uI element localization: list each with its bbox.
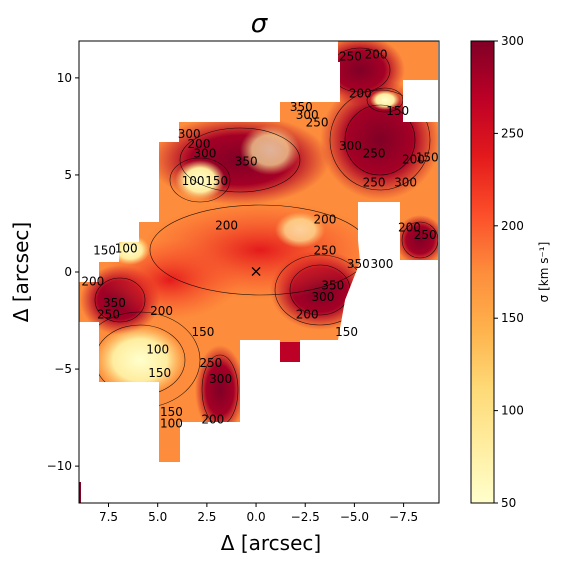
cool-region	[240, 125, 300, 175]
contour-label: 100	[146, 343, 169, 357]
x-tick-label: 5.0	[148, 510, 167, 524]
contour-label: 200	[365, 48, 388, 62]
contour-labels: 250 2003503002502001503002003003501501003…	[81, 48, 438, 431]
contour-label: 300	[339, 139, 362, 153]
y-axis-label: Δ [arcsec]	[9, 222, 33, 322]
contour-label: 350	[290, 100, 313, 114]
contour-label: 300	[193, 147, 216, 161]
contour-label: 300	[370, 257, 393, 271]
contour-label: 150	[335, 325, 358, 339]
contour-label: 200	[150, 304, 173, 318]
contour-label: 300	[209, 372, 232, 386]
y-tick-label: 5	[64, 168, 72, 182]
y-tick-label: 10	[57, 71, 72, 85]
contour-label: 200	[349, 86, 372, 100]
y-tick-label: −10	[47, 459, 72, 473]
contour-label: 250	[363, 147, 386, 161]
contour-label: 350	[347, 257, 370, 271]
colorbar-tick-label: 50	[501, 496, 516, 510]
contour-label: 350	[103, 296, 126, 310]
x-tick-label: −2.5	[291, 510, 320, 524]
contour-label: 100	[182, 174, 205, 188]
data-patch	[79, 482, 81, 503]
contour-label: 200	[215, 218, 238, 232]
contour-label: 300	[311, 290, 334, 304]
contour-label: 150	[191, 325, 214, 339]
y-tick-label: −5	[54, 362, 72, 376]
contour-label: 200	[402, 152, 425, 166]
contour-label: 200	[313, 213, 336, 227]
contour-label: 250	[199, 356, 222, 370]
center-marker: ×	[249, 262, 262, 281]
data-patch	[280, 342, 300, 362]
contour-label: 100	[115, 242, 138, 256]
cool-region	[95, 325, 185, 395]
contour-label: 100	[160, 416, 183, 430]
hot-region	[395, 215, 438, 265]
x-tick-label: 2.5	[197, 510, 216, 524]
x-tick-label: 0.0	[247, 510, 266, 524]
cool-region	[275, 212, 325, 248]
hot-region	[195, 345, 245, 435]
contour-label: 150	[148, 366, 171, 380]
colorbar-label: σ [km s⁻¹]	[537, 242, 551, 303]
x-tick-label: −7.5	[389, 510, 418, 524]
contour-label: 300	[394, 176, 417, 190]
x-axis-ticks: 7.5 5.0 2.5 0.0 −2.5 −5.0 −7.5	[99, 503, 418, 524]
contour-label: 300	[296, 108, 319, 122]
chart-title: σ	[251, 9, 269, 39]
contour-label: 200	[81, 275, 104, 289]
colorbar	[470, 40, 495, 504]
colorbar-tick-label: 250	[501, 126, 524, 140]
colorbar-tick-label: 300	[501, 34, 524, 48]
contour-label: 150	[205, 174, 228, 188]
contour-label: 300	[178, 127, 201, 141]
cool-region	[175, 160, 225, 200]
contour-label: 200	[188, 137, 211, 151]
contour-label: 250	[97, 308, 120, 322]
colorbar-ticks: 50 100 150 200 250 300	[494, 34, 524, 510]
contour-label: 350	[321, 279, 344, 293]
contour-label: 250	[339, 50, 362, 64]
contour-label: 150	[416, 150, 439, 164]
x-tick-label: −5.0	[340, 510, 369, 524]
cool-region	[110, 235, 150, 265]
colorbar-tick-label: 100	[501, 404, 524, 418]
y-tick-label: 0	[64, 265, 72, 279]
contour-label: 150	[386, 104, 409, 118]
contour-label: 250	[306, 116, 329, 130]
contour-label: 200	[296, 308, 319, 322]
colorbar-tick-label: 200	[501, 219, 524, 233]
contour-label: 250	[363, 176, 386, 190]
contour-label: 250	[313, 244, 336, 258]
contour-label: 250	[414, 228, 437, 242]
x-axis-label: Δ [arcsec]	[221, 531, 321, 555]
x-tick-label: 7.5	[99, 510, 118, 524]
colorbar-tick-label: 150	[501, 311, 524, 325]
contour-label: 150	[160, 405, 183, 419]
contour-label: 150	[93, 244, 116, 258]
contour-label: 200	[398, 220, 421, 234]
contour-label: 200	[201, 413, 224, 427]
y-axis-ticks: 10 5 0 −5 −10	[47, 71, 79, 473]
contour-label: 350	[235, 154, 258, 168]
